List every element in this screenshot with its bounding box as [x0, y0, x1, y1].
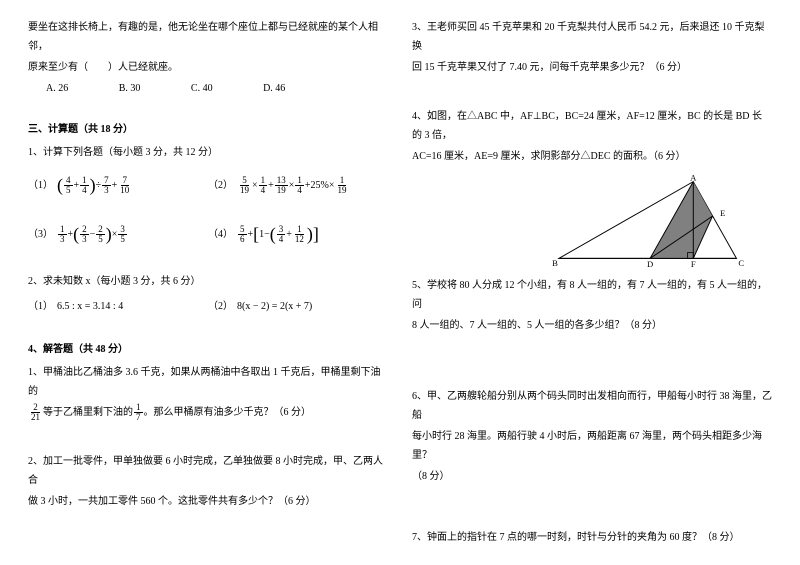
fraction: 221: [29, 403, 42, 422]
op-plus: +: [74, 176, 80, 195]
q2-block: 2、加工一批零件，甲单独做要 6 小时完成，乙单独做要 8 小时完成，甲、乙两人…: [28, 452, 388, 513]
q6-line3: （8 分）: [412, 467, 772, 486]
eq-6: （2） 8(x − 2) = 2(x + 7): [208, 297, 388, 316]
fraction: 1319: [275, 176, 288, 195]
eq-3: （3） 13 + ( 23 − 25 ) × 35: [28, 225, 208, 244]
eq-5-text: 6.5 : x = 3.14 : 4: [57, 297, 123, 316]
q2-line1: 2、加工一批零件，甲单独做要 6 小时完成，乙单独做要 8 小时完成，甲、乙两人…: [28, 452, 388, 490]
eq-row-2: （3） 13 + ( 23 − 25 ) × 35 （4） 56 + [ 1− …: [28, 225, 388, 244]
eq-6-text: 8(x − 2) = 2(x + 7): [237, 297, 312, 316]
fraction: 14: [80, 176, 89, 195]
q1-mid: 等于乙桶里剩下油的: [43, 403, 133, 422]
eq-4: （4） 56 + [ 1− ( 34 + 112 ) ]: [208, 225, 388, 244]
fraction: 34: [277, 225, 286, 244]
q1-line2: 221 等于乙桶里剩下油的 17 。那么甲桶原有油多少千克？（6 分）: [28, 403, 388, 422]
q6-line1: 6、甲、乙两艘轮船分别从两个码头同时出发相向而行，甲船每小时行 38 海里，乙船: [412, 387, 772, 425]
op-plus: +: [286, 225, 292, 244]
intro-line-1: 要坐在这排长椅上，有趣的是，他无论坐在哪个座位上都与已经就座的某个人相邻，: [28, 18, 388, 56]
label-e: E: [720, 208, 725, 218]
triangle-svg: A B C D E F: [552, 172, 752, 268]
intro-line-2: 原来至少有（ ）人已经就座。: [28, 58, 388, 77]
const-1: 1−: [259, 225, 270, 244]
eq-3-label: （3）: [28, 225, 53, 244]
fraction: 45: [64, 176, 73, 195]
fraction: 14: [295, 176, 304, 195]
fraction: 13: [58, 225, 67, 244]
mc-options: A. 26 B. 30 C. 40 D. 46: [28, 79, 388, 98]
eq-row-3: （1） 6.5 : x = 3.14 : 4 （2） 8(x − 2) = 2(…: [28, 297, 388, 316]
q2-line2: 做 3 小时，一共加工零件 560 个。这批零件共有多少个？（6 分）: [28, 492, 388, 511]
eq-2: （2） 519 × 14 + 1319 × 14 +25%× 119: [208, 176, 388, 195]
q5-line2: 8 人一组的、7 人一组的、5 人一组的各多少组？（8 分）: [412, 316, 772, 335]
eq-4-label: （4）: [208, 225, 233, 244]
op-plus: +: [112, 176, 118, 195]
eq-2-label: （2）: [208, 176, 233, 195]
fraction: 710: [118, 176, 131, 195]
label-c: C: [738, 258, 744, 268]
q6-line2: 每小时行 28 海里。两船行驶 4 小时后，两船距离 67 海里，两个码头相距多…: [412, 427, 772, 465]
q4-line2: AC=16 厘米，AE=9 厘米，求阴影部分△DEC 的面积。（6 分）: [412, 147, 772, 166]
right-column: 3、王老师买回 45 千克苹果和 20 千克梨共付人民币 54.2 元，后来退还…: [400, 18, 772, 547]
section-3-sub2: 2、求未知数 x（每小题 3 分，共 6 分）: [28, 272, 388, 291]
op-mul: ×: [112, 225, 118, 244]
triangle-figure: A B C D E F: [412, 172, 772, 268]
label-a: A: [690, 173, 697, 183]
shaded-region: [650, 182, 712, 259]
eq-1-label: （1）: [28, 176, 53, 195]
eq-6-label: （2）: [208, 297, 233, 316]
label-f: F: [691, 259, 696, 268]
op-minus: −: [90, 225, 96, 244]
op-plus: +: [268, 176, 274, 195]
left-column: 要坐在这排长椅上，有趣的是，他无论坐在哪个座位上都与已经就座的某个人相邻， 原来…: [28, 18, 400, 547]
fraction: 56: [238, 225, 247, 244]
q7-line1: 7、钟面上的指针在 7 点的哪一时刻，时针与分针的夹角为 60 度？（8 分）: [412, 528, 772, 547]
eq-5-label: （1）: [28, 297, 53, 316]
q3-line1: 3、王老师买回 45 千克苹果和 20 千克梨共付人民币 54.2 元，后来退还…: [412, 18, 772, 56]
option-d: D. 46: [263, 79, 285, 98]
fraction: 14: [259, 176, 268, 195]
option-c: C. 40: [191, 79, 213, 98]
q3-line2: 回 15 千克苹果又付了 7.40 元，问每千克苹果多少元？（6 分）: [412, 58, 772, 77]
fraction: 119: [336, 176, 349, 195]
fraction: 17: [134, 403, 143, 422]
fraction: 35: [118, 225, 127, 244]
op-pct: +25%×: [305, 176, 335, 195]
q1-tail: 。那么甲桶原有油多少千克？（6 分）: [144, 403, 312, 422]
op-mul: ×: [252, 176, 258, 195]
op-div: ÷: [96, 176, 102, 195]
op-mul: ×: [289, 176, 295, 195]
fraction: 25: [96, 225, 105, 244]
q1-line1: 1、甲桶油比乙桶油多 3.6 千克，如果从两桶油中各取出 1 千克后，甲桶里剩下…: [28, 363, 388, 401]
label-d: D: [647, 259, 653, 268]
option-a: A. 26: [46, 79, 68, 98]
option-b: B. 30: [119, 79, 141, 98]
section-3-sub1: 1、计算下列各题（每小题 3 分，共 12 分）: [28, 143, 388, 162]
eq-5: （1） 6.5 : x = 3.14 : 4: [28, 297, 208, 316]
fraction: 519: [238, 176, 251, 195]
fraction: 23: [80, 225, 89, 244]
label-b: B: [552, 258, 558, 268]
q5-line1: 5、学校将 80 人分成 12 个小组，有 8 人一组的，有 7 人一组的，有 …: [412, 276, 772, 314]
eq-row-1: （1） ( 45 + 14 ) ÷ 73 + 710 （2） 519 × 14 …: [28, 176, 388, 195]
q4-line1: 4、如图，在△ABC 中，AF⊥BC，BC=24 厘米，AF=12 厘米，BC …: [412, 107, 772, 145]
fraction: 112: [293, 225, 306, 244]
section-4-title: 4、解答题（共 48 分）: [28, 340, 388, 359]
fraction: 73: [102, 176, 111, 195]
eq-1: （1） ( 45 + 14 ) ÷ 73 + 710: [28, 176, 208, 195]
section-3-title: 三、计算题（共 18 分）: [28, 120, 388, 139]
